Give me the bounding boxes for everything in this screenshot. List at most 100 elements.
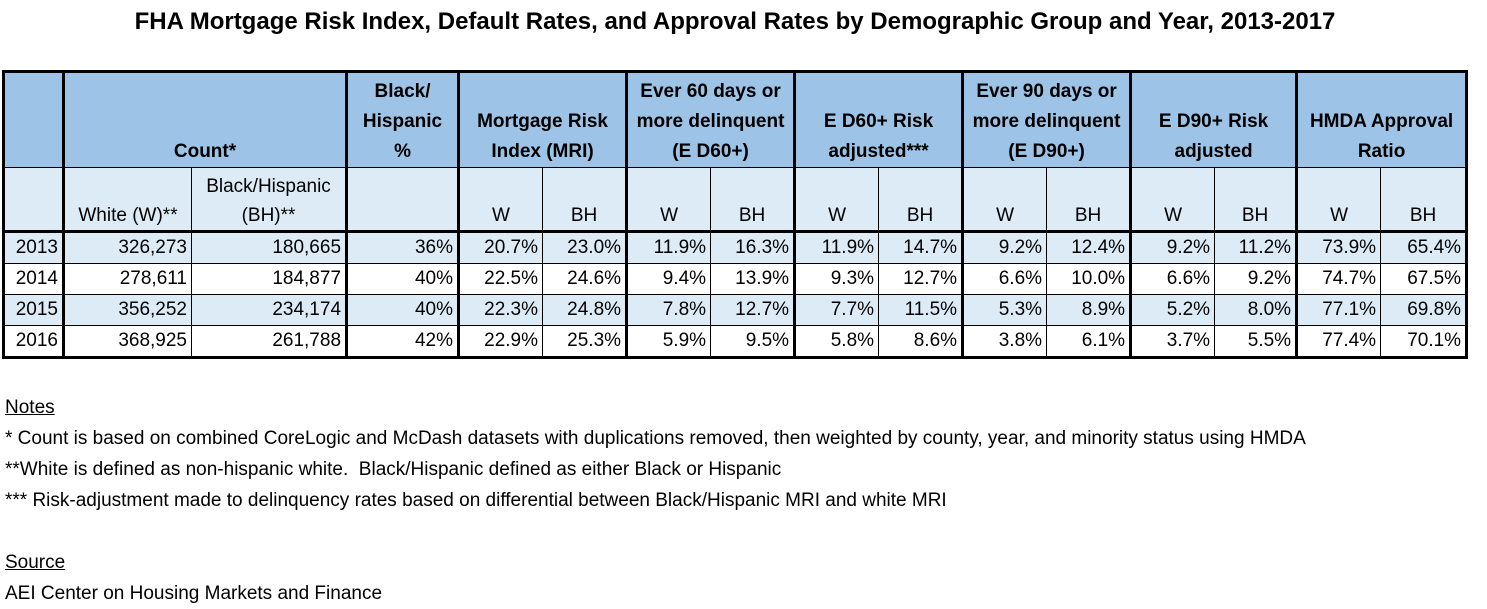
table-cell-ed90-w: 5.3% [962, 294, 1048, 326]
table-cell-hmda-w: 77.1% [1296, 294, 1382, 326]
year-cell: 2014 [2, 263, 65, 295]
table-cell-ed60-bh: 13.9% [710, 263, 797, 295]
header-ed60: Ever 60 days or more delinquent (E D60+) [626, 70, 797, 168]
table-cell-hmda-w: 73.9% [1296, 231, 1382, 264]
table-cell-ed90-bh: 6.1% [1046, 325, 1133, 359]
table-cell-ed90a-w: 6.6% [1130, 263, 1216, 295]
table-cell-hmda-bh: 70.1% [1380, 325, 1469, 359]
table-cell-bh: 184,877 [190, 263, 349, 295]
note-item: **White is defined as non-hispanic white… [5, 459, 782, 480]
table-cell-ed90a-bh: 8.0% [1214, 294, 1299, 326]
header-hmda: HMDA Approval Ratio [1296, 70, 1469, 168]
note-item: *** Risk-adjustment made to delinquency … [5, 490, 947, 511]
table-cell-ed90a-w: 5.2% [1130, 294, 1216, 326]
header-ed90-adjusted: E D90+ Risk adjusted [1130, 70, 1299, 168]
subheader-bh: BH [878, 167, 965, 233]
table-cell-ed90-bh: 10.0% [1046, 263, 1133, 295]
table-cell-ed90-bh: 12.4% [1046, 231, 1133, 264]
table-row: 2015 356,252 234,174 40% 22.3% 24.8% 7.8% 12.7%… [2, 294, 1469, 326]
table-cell-ed60a-w: 5.8% [794, 325, 880, 359]
data-table: Count* Black/ Hispanic % Mortgage Risk I… [2, 70, 1469, 359]
table-cell-ed60-w: 5.9% [626, 325, 712, 359]
group-header-row: Count* Black/ Hispanic % Mortgage Risk I… [2, 70, 1469, 168]
table-cell-white: 356,252 [63, 294, 192, 326]
subheader-w: W [962, 167, 1048, 233]
table-cell-bh-pct: 36% [346, 231, 461, 264]
table-cell-ed90-w: 3.8% [962, 325, 1048, 359]
table-cell-ed60-bh: 9.5% [710, 325, 797, 359]
subheader-bh: BH [1046, 167, 1133, 233]
subheader-w: W [794, 167, 880, 233]
header-ed60-adjusted: E D60+ Risk adjusted*** [794, 70, 965, 168]
notes-heading: Notes [5, 397, 55, 418]
subheader-white: White (W)** [63, 167, 192, 233]
table-cell-ed60-w: 11.9% [626, 231, 712, 264]
table-cell-bh-pct: 40% [346, 294, 461, 326]
table-cell-bh: 234,174 [190, 294, 349, 326]
table-cell-ed60-w: 9.4% [626, 263, 712, 295]
table-cell-ed60a-w: 9.3% [794, 263, 880, 295]
table-cell-hmda-bh: 65.4% [1380, 231, 1469, 264]
table-cell-ed90a-bh: 5.5% [1214, 325, 1299, 359]
table-cell-mri-w: 22.9% [458, 325, 544, 359]
table-row: 2013 326,273 180,665 36% 20.7% 23.0% 11.9% 16.3… [2, 231, 1469, 264]
table-cell-white: 368,925 [63, 325, 192, 359]
header-ed90: Ever 90 days or more delinquent (E D90+) [962, 70, 1133, 168]
year-cell: 2016 [2, 325, 65, 359]
table-cell-ed90a-bh: 9.2% [1214, 263, 1299, 295]
table-cell-mri-w: 22.3% [458, 294, 544, 326]
table-cell-bh: 180,665 [190, 231, 349, 264]
subheader-empty [346, 167, 461, 233]
year-cell: 2015 [2, 294, 65, 326]
subheader-w: W [1296, 167, 1382, 233]
table-cell-white: 278,611 [63, 263, 192, 295]
sub-header-row: White (W)** Black/Hispanic (BH)** W BH W… [2, 167, 1469, 233]
table-cell-ed60a-bh: 11.5% [878, 294, 965, 326]
notes-section: Notes * Count is based on combined CoreL… [5, 392, 1306, 609]
table-cell-ed60a-bh: 12.7% [878, 263, 965, 295]
table-cell-mri-bh: 23.0% [542, 231, 629, 264]
table-cell-bh-pct: 40% [346, 263, 461, 295]
corner-cell [2, 167, 65, 233]
table-cell-ed90-w: 9.2% [962, 231, 1048, 264]
table-cell-ed60-bh: 16.3% [710, 231, 797, 264]
table-cell-ed90-bh: 8.9% [1046, 294, 1133, 326]
table-cell-ed60a-bh: 8.6% [878, 325, 965, 359]
table-cell-white: 326,273 [63, 231, 192, 264]
table-cell-ed60-w: 7.8% [626, 294, 712, 326]
table-cell-ed90a-w: 3.7% [1130, 325, 1216, 359]
subheader-w: W [1130, 167, 1216, 233]
table-cell-ed90-w: 6.6% [962, 263, 1048, 295]
table-cell-mri-w: 22.5% [458, 263, 544, 295]
table-cell-mri-bh: 24.6% [542, 263, 629, 295]
table-cell-bh: 261,788 [190, 325, 349, 359]
subheader-bh: BH [1380, 167, 1469, 233]
header-bh-pct: Black/ Hispanic % [346, 70, 461, 168]
corner-cell [2, 70, 65, 168]
year-cell: 2013 [2, 231, 65, 264]
page-title: FHA Mortgage Risk Index, Default Rates, … [134, 8, 1336, 35]
table-cell-mri-w: 20.7% [458, 231, 544, 264]
table-cell-ed60a-w: 7.7% [794, 294, 880, 326]
subheader-bh: BH [542, 167, 629, 233]
table-cell-ed90a-w: 9.2% [1130, 231, 1216, 264]
source-heading: Source [5, 552, 66, 573]
table-cell-mri-bh: 25.3% [542, 325, 629, 359]
table-cell-hmda-bh: 69.8% [1380, 294, 1469, 326]
subheader-bh: Black/Hispanic (BH)** [190, 167, 349, 233]
subheader-w: W [626, 167, 712, 233]
table-row: 2016 368,925 261,788 42% 22.9% 25.3% 5.9% 9.5% 5… [2, 325, 1469, 359]
table-cell-hmda-w: 77.4% [1296, 325, 1382, 359]
subheader-bh: BH [1214, 167, 1299, 233]
table-cell-ed60a-w: 11.9% [794, 231, 880, 264]
table-cell-hmda-bh: 67.5% [1380, 263, 1469, 295]
table-row: 2014 278,611 184,877 40% 22.5% 24.6% 9.4% 13.9%… [2, 263, 1469, 295]
note-item: * Count is based on combined CoreLogic a… [5, 428, 1306, 449]
subheader-w: W [458, 167, 544, 233]
table-cell-mri-bh: 24.8% [542, 294, 629, 326]
table-cell-ed60-bh: 12.7% [710, 294, 797, 326]
table-cell-bh-pct: 42% [346, 325, 461, 359]
header-count: Count* [62, 70, 349, 168]
header-mri: Mortgage Risk Index (MRI) [458, 70, 629, 168]
table-cell-hmda-w: 74.7% [1296, 263, 1382, 295]
